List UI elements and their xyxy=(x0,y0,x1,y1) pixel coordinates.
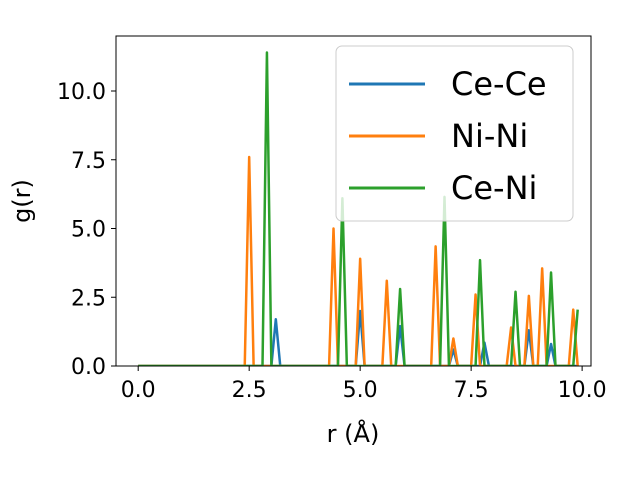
x-tick-label: 5.0 xyxy=(343,378,378,403)
legend-label-ni-ni: Ni-Ni xyxy=(451,117,528,155)
axes: 0.0 2.5 5.0 7.5 10.0 0.0 2.5 5.0 7.5 10.0 xyxy=(57,35,607,403)
x-tick-label: 10.0 xyxy=(558,378,607,403)
x-tick-label: 2.5 xyxy=(232,378,267,403)
x-tick-label: 7.5 xyxy=(454,378,489,403)
y-tick-label: 0.0 xyxy=(71,355,106,380)
y-tick-label: 5.0 xyxy=(71,218,106,243)
legend: Ce-Ce Ni-Ni Ce-Ni xyxy=(335,45,574,222)
series-line-ni-ni xyxy=(138,155,579,366)
legend-box xyxy=(335,45,574,222)
y-tick-label: 7.5 xyxy=(71,149,106,174)
x-axis-label: r (Å) xyxy=(327,419,380,448)
axes-frame xyxy=(115,35,592,367)
x-tick-label: 0.0 xyxy=(121,378,156,403)
y-axis-label: g(r) xyxy=(8,179,36,223)
legend-label-ce-ni: Ce-Ni xyxy=(451,169,537,207)
legend-label-ce-ce: Ce-Ce xyxy=(451,65,547,103)
series-line-ce-ce xyxy=(138,309,578,366)
y-tick-label: 10.0 xyxy=(57,80,106,105)
series-line-ce-ni xyxy=(138,51,579,366)
series-lines xyxy=(138,51,579,366)
y-tick-label: 2.5 xyxy=(71,286,106,311)
